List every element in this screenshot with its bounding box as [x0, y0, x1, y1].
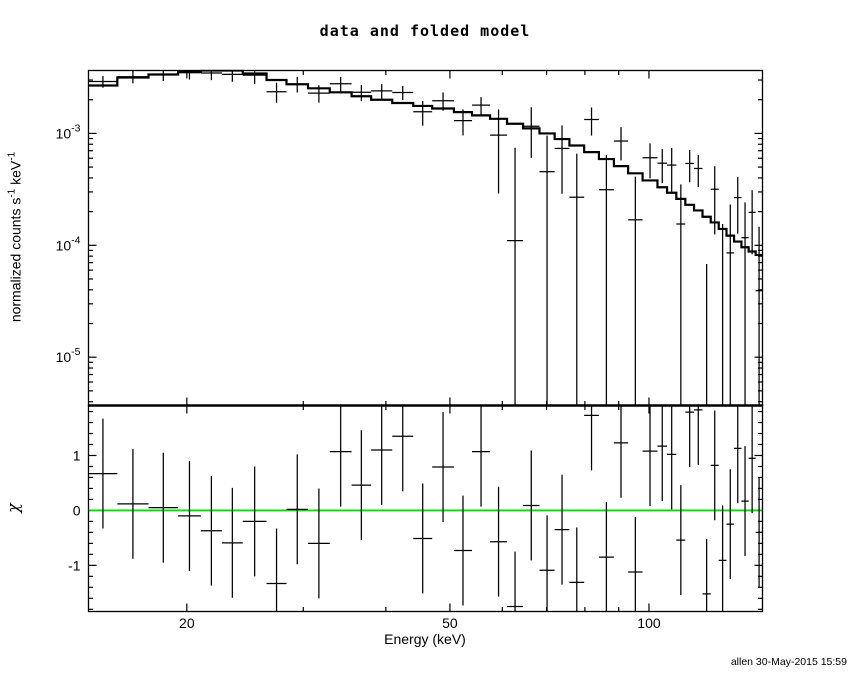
x-tick-label: 50 — [442, 615, 458, 631]
spectrum-data-points — [88, 70, 763, 406]
x-tick-label: 100 — [637, 615, 661, 631]
plot-timestamp: allen 30-May-2015 15:59 — [730, 656, 847, 668]
spectrum-frame — [87, 69, 764, 407]
y-tick-label: 10-3 — [56, 122, 81, 141]
y-tick-labels-residuals: 1 0 -1 — [68, 447, 81, 573]
y-tick-label: 1 — [73, 447, 81, 463]
y-tick-labels-spectrum: 10-3 10-4 10-5 — [56, 122, 81, 365]
y-tick-label: -1 — [68, 557, 81, 573]
x-tick-label: 20 — [179, 615, 195, 631]
y-tick-label: 0 — [73, 502, 81, 518]
y-tick-label: 10-5 — [56, 346, 81, 365]
x-axis-label: Energy (keV) — [384, 631, 466, 647]
y-tick-label: 10-4 — [56, 234, 81, 253]
model-histogram — [88, 69, 763, 257]
residual-points — [88, 405, 763, 612]
plot-title: data and folded model — [319, 22, 531, 40]
x-tick-labels: 20 50 100 — [179, 615, 661, 631]
